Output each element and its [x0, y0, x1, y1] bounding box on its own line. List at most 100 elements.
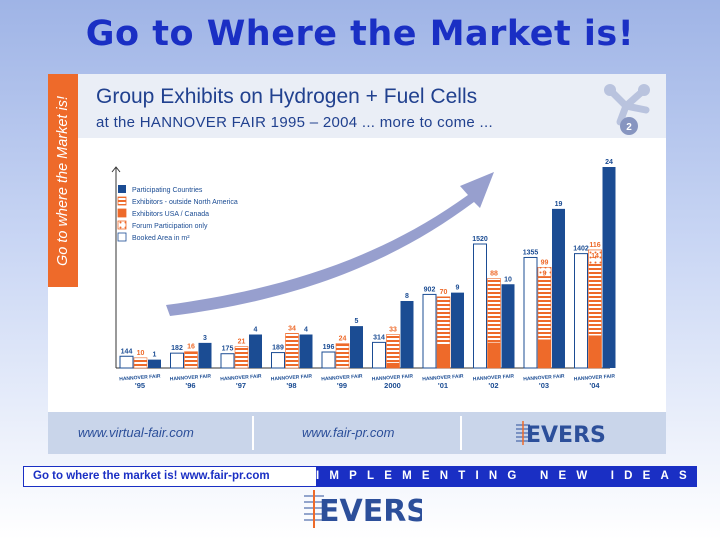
x-tick-label: HANNOVER FAIR [321, 374, 363, 383]
bar-exhibitors-usa [437, 345, 450, 368]
legend-swatch-area [117, 232, 127, 242]
bar-booked-area [271, 352, 285, 369]
x-tick-year: '98 [286, 381, 296, 390]
bar-countries [249, 334, 262, 368]
label-booked-area: 175 [222, 346, 234, 353]
label-booked-area: 902 [424, 286, 436, 293]
legend-label-exhibitors_outside: Exhibitors - outside North America [132, 199, 238, 206]
bar-forum [537, 266, 552, 277]
x-tick-label: HANNOVER FAIR [523, 374, 565, 383]
bar-booked-area [119, 355, 134, 369]
label-countries: 24 [605, 159, 613, 166]
bar-countries [602, 167, 616, 368]
x-tick-year: '99 [337, 381, 347, 390]
x-tick-year: '01 [438, 381, 448, 390]
fair-pr-link[interactable]: www.fair-pr.com [302, 425, 395, 440]
bar-booked-area [321, 351, 336, 369]
bar-countries [148, 359, 161, 368]
label-exhibitors: 21 [238, 339, 246, 346]
x-tick-label: HANNOVER FAIR [119, 374, 161, 383]
x-tick-year: '02 [488, 381, 498, 390]
bar-booked-area [574, 253, 588, 369]
bar-booked-area [372, 341, 386, 369]
bar-exhibitors [184, 351, 198, 369]
bar-countries [400, 301, 414, 368]
label-countries: 4 [254, 327, 258, 334]
legend-label-countries: Participating Countries [132, 187, 203, 194]
bar-countries [501, 284, 515, 368]
x-tick-year: '03 [539, 381, 549, 390]
label-exhibitors: 24 [339, 336, 347, 343]
chart-subtitle: at the HANNOVER FAIR 1995 – 2004 ... mor… [96, 114, 493, 131]
bar-booked-area [170, 352, 184, 369]
bar-countries [198, 342, 212, 368]
x-tick-year: '97 [236, 381, 246, 390]
y-axis [111, 166, 121, 368]
tagline-left: Go to where the market is! www.fair-pr.c… [33, 470, 270, 482]
label-exhibitors: 34 [288, 325, 296, 332]
label-booked-area: 196 [323, 344, 335, 351]
bar-exhibitors [234, 346, 249, 369]
bar-countries [552, 208, 565, 368]
label-countries: 19 [555, 201, 563, 208]
chart-title: Group Exhibits on Hydrogen + Fuel Cells [96, 85, 478, 108]
footer-bar: www.virtual-fair.com www.fair-pr.com EVE… [48, 412, 666, 454]
growth-arrow [166, 172, 494, 316]
label-forum: 9 [543, 270, 547, 277]
side-banner: Go to where the Market is! [48, 74, 78, 287]
label-countries: 1 [153, 352, 157, 359]
footer-divider [252, 416, 254, 450]
x-tick-label: HANNOVER FAIR [372, 374, 414, 383]
bar-exhibitors-usa [588, 335, 602, 368]
bar-chart: Participating Countries Exhibitors - outs… [111, 159, 616, 390]
bar-forum [588, 249, 602, 265]
x-tick-label: HANNOVER FAIR [473, 374, 515, 383]
bar-exhibitors-usa [538, 339, 551, 368]
x-tick-year: '04 [589, 381, 600, 390]
label-booked-area: 1402 [573, 246, 589, 253]
label-exhibitors: 70 [440, 289, 448, 296]
label-booked-area: 189 [272, 345, 284, 352]
bar-countries [451, 292, 464, 368]
label-exhibitors: 10 [137, 350, 145, 357]
x-tick-year: '96 [185, 381, 195, 390]
label-countries: 9 [456, 285, 460, 292]
bar-exhibitors-usa [386, 362, 400, 368]
label-exhibitors: 88 [490, 270, 498, 277]
molecule-logo-icon: 2 [604, 84, 650, 135]
x-tick-label: HANNOVER FAIR [170, 374, 212, 383]
evers-bottom-logo: EVERS [304, 490, 422, 529]
bar-exhibitors-usa [487, 342, 501, 368]
label-exhibitors: 116 [589, 242, 600, 249]
legend-swatch-countries [118, 185, 126, 193]
x-tick-label: HANNOVER FAIR [220, 374, 262, 383]
legend-label-forum: Forum Participation only [132, 223, 208, 230]
legend-swatch-exhibitors_outside [117, 196, 127, 206]
bar-exhibitors [133, 357, 148, 369]
bar-countries [350, 326, 363, 368]
bar-booked-area [473, 243, 487, 369]
label-countries: 5 [355, 318, 359, 325]
legend-label-exhibitors_usa: Exhibitors USA / Canada [132, 211, 209, 218]
label-booked-area: 144 [121, 348, 133, 355]
page-headline: Go to Where the Market is! [85, 14, 635, 54]
x-tick-year: 2000 [384, 381, 401, 390]
tagline-strip: Go to where the market is! www.fair-pr.c… [23, 466, 697, 487]
bar-exhibitors [335, 343, 350, 369]
label-countries: 4 [304, 327, 308, 334]
label-booked-area: 1520 [472, 236, 488, 243]
label-booked-area: 182 [171, 345, 183, 352]
x-tick-label: HANNOVER FAIR [271, 374, 313, 383]
legend-swatch-forum [117, 220, 127, 230]
label-booked-area: 314 [373, 334, 385, 341]
legend-swatch-exhibitors_usa [117, 208, 127, 218]
x-tick-label: HANNOVER FAIR [422, 374, 464, 383]
virtual-fair-link[interactable]: www.virtual-fair.com [78, 425, 194, 440]
x-tick-label: HANNOVER FAIR [574, 374, 616, 383]
evers-logo: EVERS [516, 421, 606, 447]
evers-logo-text: EVERS [526, 423, 606, 447]
logo-badge-number: 2 [626, 122, 632, 133]
label-countries: 8 [405, 293, 409, 300]
label-exhibitors: 33 [389, 326, 397, 333]
bar-countries [299, 334, 313, 368]
